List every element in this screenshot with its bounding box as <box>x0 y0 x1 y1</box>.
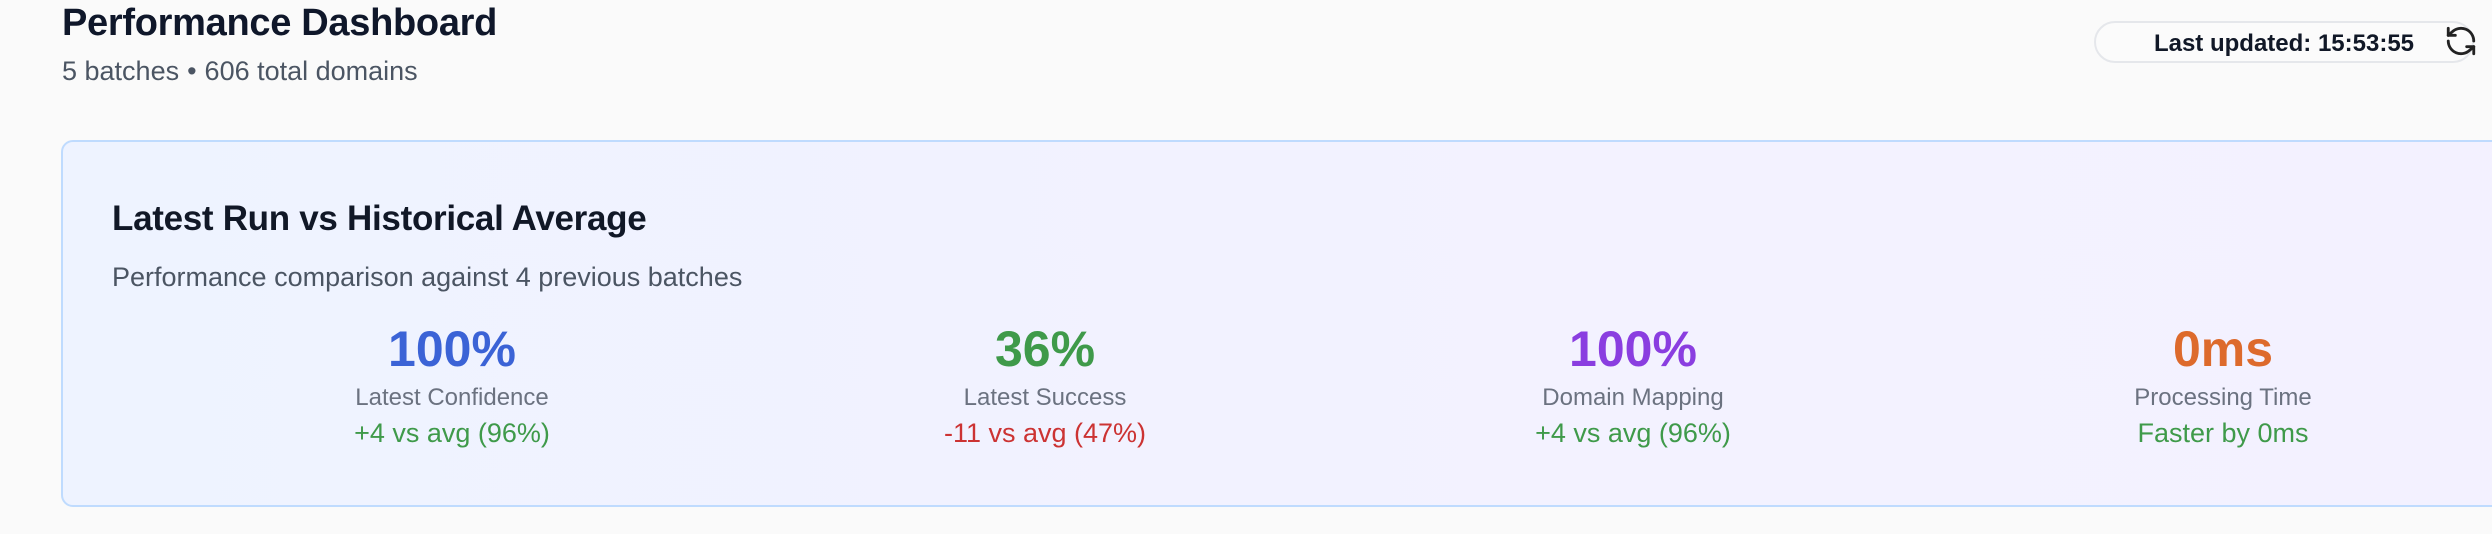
metric-delta: +4 vs avg (96%) <box>1535 418 1731 448</box>
metric-value: 36% <box>994 321 1096 377</box>
refresh-icon <box>2444 24 2478 63</box>
card-description: Performance comparison against 4 previou… <box>112 262 743 292</box>
metric-value: 100% <box>388 321 516 377</box>
metric-latest-success: 36% Latest Success -11 vs avg (47%) <box>835 319 1255 451</box>
metric-label: Latest Confidence <box>355 384 549 411</box>
last-updated-badge: Last updated: 15:53:55 <box>2094 21 2474 63</box>
metric-value: 0ms <box>2172 321 2274 377</box>
comparison-card: Latest Run vs Historical Average Perform… <box>61 140 2492 507</box>
metric-delta: Faster by 0ms <box>2137 418 2309 448</box>
batch-count: 5 batches <box>62 56 180 86</box>
metric-label: Domain Mapping <box>1542 384 1724 411</box>
metric-delta: +4 vs avg (96%) <box>354 418 550 448</box>
metric-delta: -11 vs avg (47%) <box>943 418 1147 448</box>
separator-dot: • <box>187 56 197 86</box>
card-title: Latest Run vs Historical Average <box>112 199 647 238</box>
metric-processing-time: 0ms Processing Time Faster by 0ms <box>2013 319 2433 451</box>
metric-label: Processing Time <box>2134 384 2312 411</box>
domain-count: 606 total domains <box>204 56 418 86</box>
refresh-button[interactable] <box>2438 20 2484 66</box>
page-header: Performance Dashboard 5 batches • 606 tota… <box>62 0 2482 110</box>
metric-label: Latest Success <box>963 384 1127 411</box>
metric-value: 100% <box>1569 321 1697 377</box>
page-subtitle: 5 batches • 606 total domains <box>62 56 418 87</box>
metric-domain-mapping: 100% Domain Mapping +4 vs avg (96%) <box>1423 319 1843 451</box>
page-title: Performance Dashboard <box>62 2 498 44</box>
metric-latest-confidence: 100% Latest Confidence +4 vs avg (96%) <box>242 319 662 451</box>
